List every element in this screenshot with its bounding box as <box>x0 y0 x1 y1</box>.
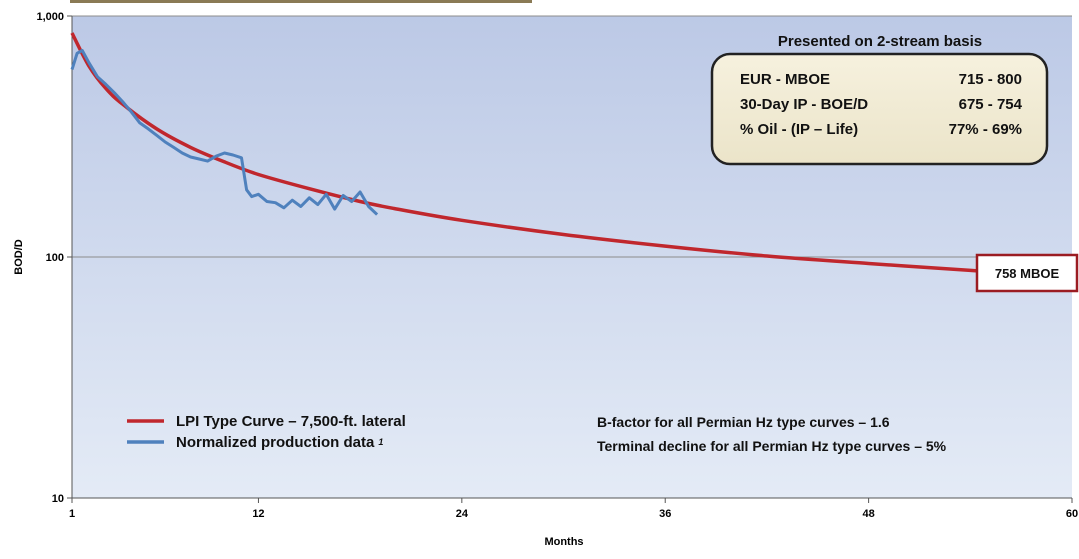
y-axis-title: BOD/D <box>13 239 25 275</box>
x-axis-title: Months <box>544 536 583 548</box>
series-line-production-data <box>70 48 379 216</box>
callout-frame <box>975 253 1079 293</box>
note-b-factor: B-factor for all Permian Hz type curves … <box>597 414 890 430</box>
note-terminal-decline: Terminal decline for all Permian Hz type… <box>597 438 947 454</box>
y-tick-label: 10 <box>52 493 64 505</box>
info-box: Presented on 2-stream basis EUR - MBOE 7… <box>710 33 1049 166</box>
legend-label-text: Normalized production data <box>176 434 375 451</box>
eur-callout: 758 MBOE <box>975 253 1079 293</box>
x-tick-label: 36 <box>659 508 671 520</box>
info-row-value: 77% - 69% <box>949 121 1022 138</box>
x-tick-label: 12 <box>252 508 264 520</box>
info-row-label: 30-Day IP - BOE/D <box>740 96 868 113</box>
gridlines <box>72 15 1072 258</box>
info-row-value: 715 - 800 <box>959 71 1022 88</box>
x-tick-label: 60 <box>1066 508 1078 520</box>
info-box-frame <box>710 52 1049 166</box>
legend: LPI Type Curve – 7,500-ft. lateral Norma… <box>127 413 406 451</box>
footnote-marker: 1 <box>378 437 383 447</box>
x-tick-label: 24 <box>456 508 469 520</box>
y-tick-labels: 10 100 1,000 <box>36 11 64 505</box>
info-row-value: 675 - 754 <box>959 96 1023 113</box>
y-tick-label: 100 <box>46 252 64 264</box>
legend-label-type-curve: LPI Type Curve – 7,500-ft. lateral <box>176 413 406 430</box>
x-tick-labels: 1 12 24 36 48 60 <box>69 508 1078 520</box>
y-tick-label: 1,000 <box>36 11 64 23</box>
x-tick-label: 48 <box>862 508 874 520</box>
info-row-label: EUR - MBOE <box>740 71 830 88</box>
legend-label-production-data: Normalized production data 1 <box>176 434 383 451</box>
callout-label: 758 MBOE <box>995 266 1060 281</box>
x-tick-label: 1 <box>69 508 75 520</box>
info-box-title: Presented on 2-stream basis <box>778 33 982 50</box>
header-accent-bar <box>70 0 532 3</box>
series-line-type-curve <box>70 32 1005 275</box>
axes <box>67 15 1073 503</box>
info-row-label: % Oil - (IP – Life) <box>740 121 858 138</box>
